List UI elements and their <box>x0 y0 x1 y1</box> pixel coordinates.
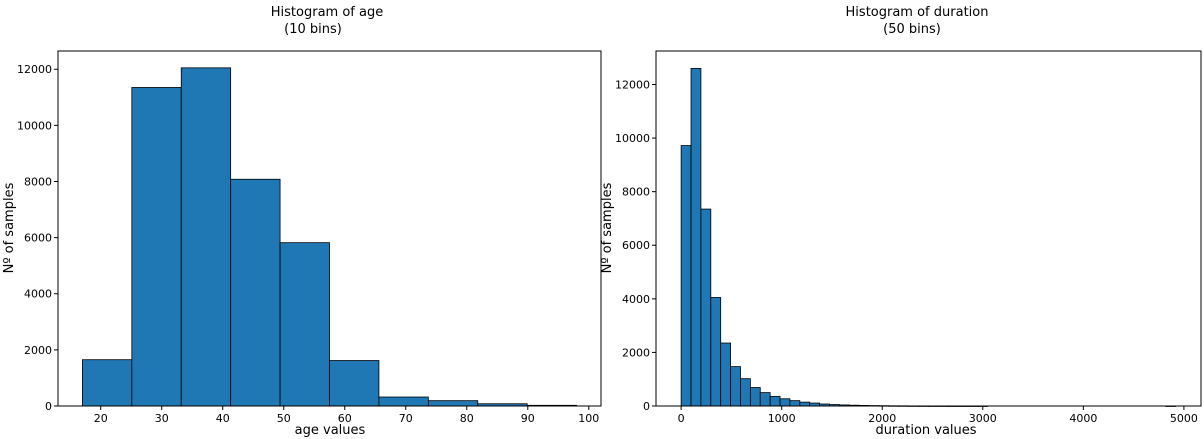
histogram-bar <box>230 178 281 407</box>
x-tick-label: 2000 <box>868 412 896 425</box>
y-tick-label: 0 <box>45 400 52 413</box>
histogram-bar <box>769 395 781 407</box>
histogram-bar <box>180 67 232 407</box>
y-tick-label: 10000 <box>17 119 52 132</box>
y-tick-label: 2000 <box>622 346 650 359</box>
x-tick-label: 100 <box>578 412 599 425</box>
x-tick-label: 0 <box>678 412 685 425</box>
histogram-bar <box>700 208 712 407</box>
y-tick-label: 10000 <box>615 132 650 145</box>
histogram-bar <box>329 360 380 407</box>
histogram-bar <box>710 297 722 407</box>
x-tick-label: 40 <box>216 412 230 425</box>
age-y-ticks: 0 2000 4000 6000 8000 10000 12000 <box>17 63 58 413</box>
duration-chart-subtitle: (50 bins) <box>883 22 941 37</box>
x-tick-label: 50 <box>277 412 291 425</box>
duration-histogram: Histogram of duration (50 bins) 0 1000 200… <box>600 5 1202 438</box>
x-tick-label: 80 <box>460 412 474 425</box>
duration-y-ticks: 0 2000 4000 6000 8000 10000 12000 <box>615 78 656 413</box>
y-tick-label: 12000 <box>615 78 650 91</box>
y-tick-label: 8000 <box>24 175 52 188</box>
x-tick-label: 70 <box>399 412 413 425</box>
histogram-bar <box>131 87 182 407</box>
histogram-bar <box>779 398 791 407</box>
y-tick-label: 0 <box>643 400 650 413</box>
x-tick-label: 4000 <box>1069 412 1097 425</box>
histogram-bar <box>279 242 330 407</box>
duration-y-axis-label: Nº of samples <box>600 182 615 273</box>
age-y-axis-label: Nº of samples <box>2 182 17 273</box>
x-tick-label: 5000 <box>1170 412 1198 425</box>
histogram-bar <box>740 378 751 407</box>
histogram-bar <box>427 400 479 407</box>
histogram-bar <box>799 401 811 407</box>
duration-chart-title: Histogram of duration <box>846 5 989 20</box>
duration-x-axis-label: duration values <box>875 423 976 438</box>
duration-bars <box>680 68 1177 407</box>
histogram-bar <box>378 396 429 407</box>
y-tick-label: 12000 <box>17 63 52 76</box>
histogram-bar <box>749 387 761 407</box>
x-tick-label: 60 <box>338 412 352 425</box>
histogram-bar <box>720 342 731 407</box>
age-x-ticks: 20 30 40 50 60 70 80 90 100 <box>94 406 599 425</box>
y-tick-label: 4000 <box>622 293 650 306</box>
histogram-bar <box>730 366 741 407</box>
histogram-bar <box>759 392 771 407</box>
age-histogram: Histogram of age (10 bins) 20 30 40 50 60 70 8… <box>2 5 602 438</box>
histogram-bar <box>690 68 702 407</box>
x-tick-label: 3000 <box>969 412 997 425</box>
x-tick-label: 30 <box>155 412 169 425</box>
y-tick-label: 6000 <box>622 239 650 252</box>
x-tick-label: 20 <box>94 412 108 425</box>
x-tick-label: 90 <box>521 412 535 425</box>
age-plot-frame <box>57 50 602 407</box>
age-chart-title: Histogram of age <box>271 5 383 20</box>
y-tick-label: 8000 <box>622 186 650 199</box>
y-tick-label: 6000 <box>24 232 52 245</box>
duration-x-ticks: 0 1000 2000 3000 4000 5000 <box>678 406 1198 425</box>
duration-plot-frame <box>655 50 1202 407</box>
age-x-axis-label: age values <box>295 423 366 438</box>
age-chart-subtitle: (10 bins) <box>284 22 342 37</box>
y-tick-label: 2000 <box>24 344 52 357</box>
x-tick-label: 1000 <box>768 412 796 425</box>
histogram-bar <box>789 400 801 407</box>
histogram-bar <box>82 359 133 407</box>
y-tick-label: 4000 <box>24 288 52 301</box>
histogram-bar <box>680 145 692 407</box>
age-bars <box>82 67 577 407</box>
